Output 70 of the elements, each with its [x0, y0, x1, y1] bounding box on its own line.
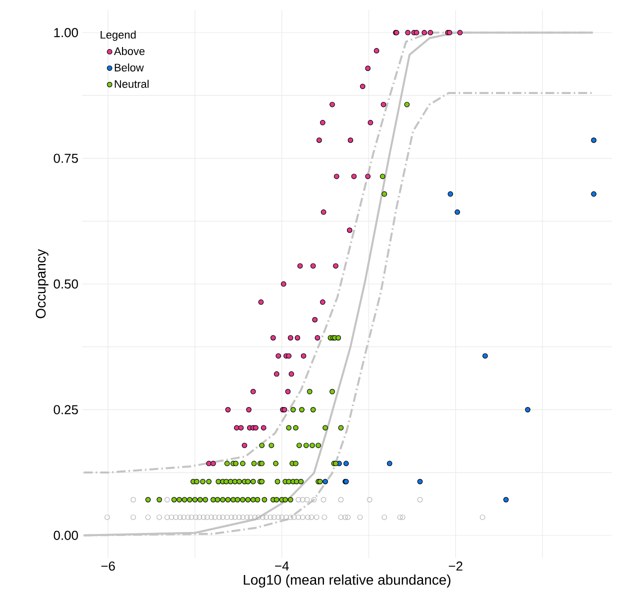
point [333, 263, 338, 269]
point [280, 281, 286, 287]
point [360, 84, 366, 90]
point [454, 209, 460, 215]
point [314, 335, 320, 340]
point [368, 120, 374, 126]
point [310, 263, 316, 269]
point [242, 442, 248, 448]
point [417, 478, 423, 484]
legend-label: Above [114, 47, 145, 56]
point [274, 371, 280, 377]
point [320, 299, 326, 305]
point [591, 138, 596, 143]
x-tick-label: −6 [101, 562, 115, 571]
point [258, 299, 264, 305]
y-tick-label: 0.00 [54, 530, 78, 540]
point [260, 425, 266, 430]
point [591, 191, 596, 197]
point [253, 425, 258, 430]
point [348, 138, 354, 143]
point [380, 102, 386, 108]
point [414, 30, 420, 36]
point [351, 174, 357, 180]
point [288, 371, 294, 377]
point [312, 317, 318, 322]
point [330, 102, 335, 108]
point [525, 406, 530, 412]
point [343, 460, 349, 466]
y-tick-label: 1.00 [54, 28, 78, 38]
point [225, 406, 231, 412]
point [482, 353, 488, 359]
x-tick-label: −2 [448, 562, 462, 571]
y-tick-label: 0.25 [54, 405, 78, 414]
point [270, 335, 276, 340]
x-tick-label: −4 [275, 562, 289, 570]
point [294, 335, 300, 340]
point [457, 30, 463, 36]
y-tick-label: 0.75 [54, 154, 78, 163]
point [234, 425, 240, 430]
point [250, 388, 256, 394]
point [365, 66, 371, 72]
x-axis-title: Log10 (mean relative abundance) [244, 574, 450, 588]
legend-title: Legend [100, 30, 136, 41]
point [405, 30, 411, 36]
point [322, 478, 328, 484]
point [320, 209, 326, 215]
point [288, 335, 294, 340]
point [374, 48, 380, 54]
point [503, 496, 509, 502]
point [320, 120, 326, 126]
point [346, 228, 352, 233]
legend-label: Neutral [114, 80, 149, 88]
point [316, 138, 322, 143]
y-axis-title: Occupancy [36, 249, 48, 318]
point [300, 353, 306, 359]
point [365, 174, 371, 180]
point [276, 353, 282, 359]
point [334, 174, 340, 180]
point [448, 191, 454, 197]
point [297, 263, 303, 269]
point [246, 406, 252, 412]
point [386, 460, 392, 466]
point [422, 30, 428, 36]
legend-label: Below [114, 63, 144, 72]
y-tick-label: 0.50 [54, 279, 78, 289]
point [428, 30, 434, 36]
point [210, 460, 216, 466]
point [238, 425, 244, 430]
point [285, 388, 291, 394]
point [286, 353, 292, 359]
